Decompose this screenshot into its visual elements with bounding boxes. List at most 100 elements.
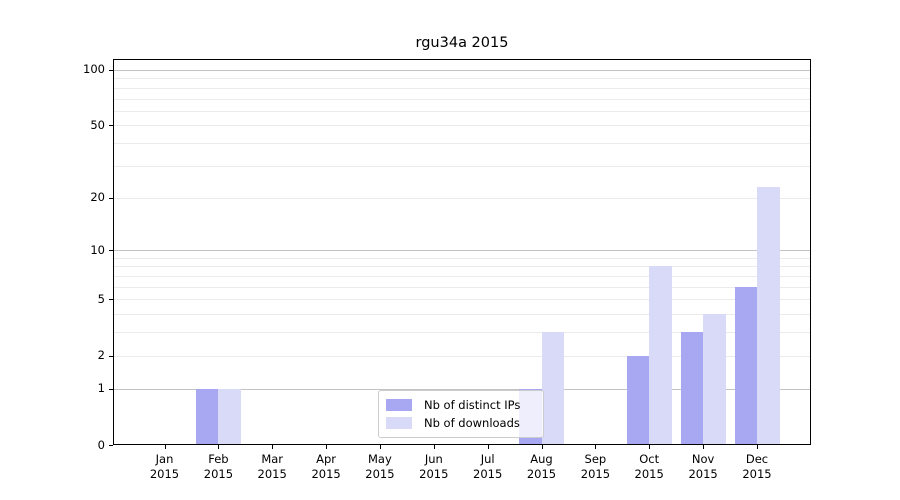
y-tick-label: 1	[97, 381, 105, 396]
x-tick-month: May	[368, 452, 392, 466]
bar-downloads	[541, 332, 564, 445]
gridline-minor	[113, 143, 811, 145]
bar-downloads	[703, 314, 726, 445]
chart-title: rgu34a 2015	[415, 35, 509, 51]
y-tick-label: 10	[90, 242, 105, 257]
x-tick-mark	[595, 445, 597, 449]
gridline-major	[113, 69, 811, 71]
x-tick-year: 2015	[257, 467, 287, 481]
x-tick-label: Aug 2015	[510, 452, 574, 482]
x-tick-label: May 2015	[348, 452, 412, 482]
bar-distinct-ips	[626, 355, 650, 445]
x-tick-month: Nov	[691, 452, 715, 466]
x-tick-year: 2015	[580, 467, 611, 481]
x-tick-month: Feb	[208, 452, 229, 466]
x-tick-mark	[487, 445, 489, 449]
gridline-minor	[113, 275, 811, 277]
x-tick-label: Jan 2015	[133, 452, 197, 482]
x-tick-label: Jun 2015	[402, 452, 466, 482]
x-tick-year: 2015	[473, 467, 503, 481]
x-tick-year: 2015	[526, 467, 557, 481]
y-tick-mark	[109, 388, 113, 390]
x-tick-year: 2015	[634, 467, 664, 481]
gridline-major	[113, 388, 811, 390]
x-tick-mark	[757, 445, 758, 449]
x-tick-mark	[272, 445, 274, 449]
x-tick-year: 2015	[203, 467, 234, 481]
gridline-minor	[113, 165, 811, 167]
gridline-minor	[113, 332, 811, 334]
x-tick-month: Jan	[155, 452, 174, 466]
y-tick-mark	[109, 250, 113, 252]
x-tick-month: Oct	[639, 452, 660, 466]
x-tick-mark	[326, 445, 328, 449]
y-tick-label: 50	[90, 117, 105, 132]
bar-downloads	[218, 388, 241, 445]
legend-item-downloads: Nb of downloads	[386, 416, 536, 430]
x-tick-year: 2015	[688, 467, 718, 481]
gridline-minor	[113, 87, 811, 89]
x-tick-year: 2015	[149, 467, 180, 481]
x-tick-label: Dec 2015	[725, 452, 789, 482]
y-tick-mark	[109, 445, 113, 446]
gridline-minor	[113, 125, 811, 127]
gridline-minor	[113, 197, 811, 199]
legend-swatch-distinct-ips	[386, 399, 412, 411]
bar-distinct-ips	[680, 332, 704, 445]
bar-downloads	[757, 186, 780, 445]
legend-label-downloads: Nb of downloads	[424, 416, 520, 430]
x-tick-mark	[541, 445, 543, 449]
x-tick-month: Dec	[745, 452, 769, 466]
x-tick-label: Feb 2015	[186, 452, 250, 482]
x-tick-mark	[433, 445, 435, 449]
gridline-minor	[113, 266, 811, 268]
legend-item-distinct-ips: Nb of distinct IPs	[386, 398, 536, 412]
legend-swatch-downloads	[386, 417, 412, 429]
bar-downloads	[649, 266, 672, 445]
x-tick-label: Nov 2015	[671, 452, 735, 482]
gridline-minor	[113, 257, 811, 259]
y-tick-mark	[109, 299, 113, 301]
bar-distinct-ips	[195, 388, 219, 445]
y-tick-mark	[109, 355, 113, 357]
gridline-minor	[113, 98, 811, 100]
y-tick-label: 0	[97, 437, 105, 452]
gridline-minor	[113, 299, 811, 301]
x-tick-year: 2015	[365, 467, 395, 481]
y-tick-label: 20	[90, 190, 105, 204]
y-tick-mark	[109, 69, 113, 71]
x-tick-mark	[649, 445, 651, 449]
x-tick-year: 2015	[311, 467, 341, 481]
x-tick-month: Apr	[316, 452, 337, 466]
gridline-minor	[113, 355, 811, 357]
x-tick-mark	[164, 445, 166, 449]
x-tick-label: Oct 2015	[617, 452, 681, 482]
x-tick-mark	[703, 445, 705, 449]
x-tick-label: Apr 2015	[294, 452, 358, 482]
x-tick-label: Sep 2015	[563, 452, 627, 482]
x-tick-mark	[379, 445, 381, 449]
y-tick-mark	[109, 125, 113, 127]
x-tick-month: Aug	[530, 452, 553, 466]
x-tick-year: 2015	[742, 467, 772, 481]
x-tick-mark	[218, 445, 220, 449]
bar-distinct-ips	[734, 286, 757, 445]
y-tick-mark	[109, 197, 113, 199]
y-tick-label: 5	[97, 291, 105, 306]
x-tick-year: 2015	[419, 467, 449, 481]
x-tick-label: Jul 2015	[456, 452, 520, 482]
x-tick-month: Jul	[480, 452, 495, 466]
gridline-minor	[113, 110, 811, 112]
x-tick-month: Mar	[261, 452, 284, 466]
legend: Nb of distinct IPs Nb of downloads	[378, 390, 544, 438]
x-tick-label: Mar 2015	[240, 452, 304, 482]
gridline-minor	[113, 314, 811, 316]
x-tick-month: Sep	[584, 452, 607, 466]
y-tick-label: 100	[83, 62, 105, 77]
legend-label-distinct-ips: Nb of distinct IPs	[424, 398, 521, 412]
y-tick-label: 2	[97, 348, 105, 363]
gridline-minor	[113, 286, 811, 288]
gridline-minor	[113, 78, 811, 80]
x-tick-month: Jun	[424, 452, 443, 466]
